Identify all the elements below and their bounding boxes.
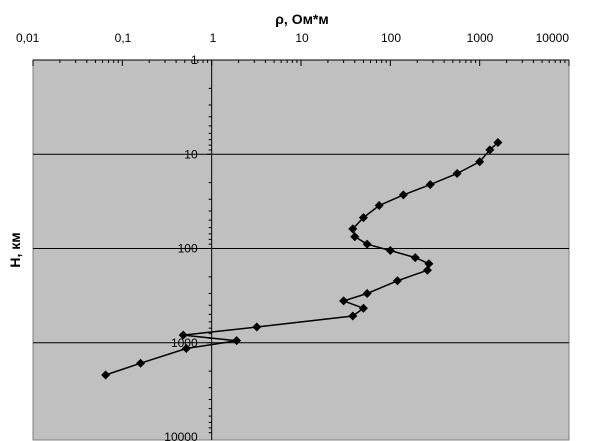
data-point bbox=[410, 253, 420, 263]
data-point bbox=[348, 224, 358, 234]
y-tick-label: 100 bbox=[178, 242, 198, 256]
data-point bbox=[348, 311, 358, 321]
data-point bbox=[252, 322, 262, 332]
series-line bbox=[105, 141, 499, 376]
y-tick-label: 10 bbox=[184, 147, 198, 161]
y-axis-title: H, км bbox=[7, 232, 23, 267]
data-point bbox=[101, 370, 111, 380]
data-point bbox=[136, 358, 146, 368]
data-point bbox=[422, 265, 432, 275]
data-point bbox=[350, 232, 360, 242]
x-tick-label: 1 bbox=[210, 31, 217, 45]
data-point bbox=[398, 190, 408, 200]
y-tick-label: 1 bbox=[191, 53, 198, 67]
y-tick-label: 10000 bbox=[164, 430, 198, 441]
plot-area bbox=[32, 59, 570, 441]
data-point bbox=[493, 137, 503, 147]
y-tick-label: 1000 bbox=[171, 336, 198, 350]
series bbox=[101, 137, 503, 380]
x-axis-title: ρ, Ом*м bbox=[275, 11, 329, 27]
data-point bbox=[358, 213, 368, 223]
data-point bbox=[181, 343, 191, 353]
data-point bbox=[425, 180, 435, 190]
data-point bbox=[424, 259, 434, 269]
data-point bbox=[452, 168, 462, 178]
data-point bbox=[362, 288, 372, 298]
data-point bbox=[385, 245, 395, 255]
data-point bbox=[232, 336, 242, 346]
data-point bbox=[178, 330, 188, 340]
tick-labels: 0,01 0,1 1 10 100 1000 10000 1 10 100 1000 10000 bbox=[16, 31, 569, 441]
data-point bbox=[362, 239, 372, 249]
x-tick-label: 10000 bbox=[536, 31, 570, 45]
x-tick-label: 1000 bbox=[467, 31, 494, 45]
x-tick-label: 10 bbox=[295, 31, 309, 45]
data-point bbox=[485, 145, 495, 155]
data-point bbox=[475, 157, 485, 167]
data-point bbox=[339, 296, 349, 306]
x-tick-label: 0,1 bbox=[115, 31, 132, 45]
data-point bbox=[358, 303, 368, 313]
x-tick-label: 100 bbox=[381, 31, 401, 45]
data-point bbox=[374, 201, 384, 211]
data-point bbox=[392, 276, 402, 286]
axes bbox=[32, 59, 570, 440]
grid-lines bbox=[33, 153, 569, 344]
x-tick-label: 0,01 bbox=[16, 31, 40, 45]
